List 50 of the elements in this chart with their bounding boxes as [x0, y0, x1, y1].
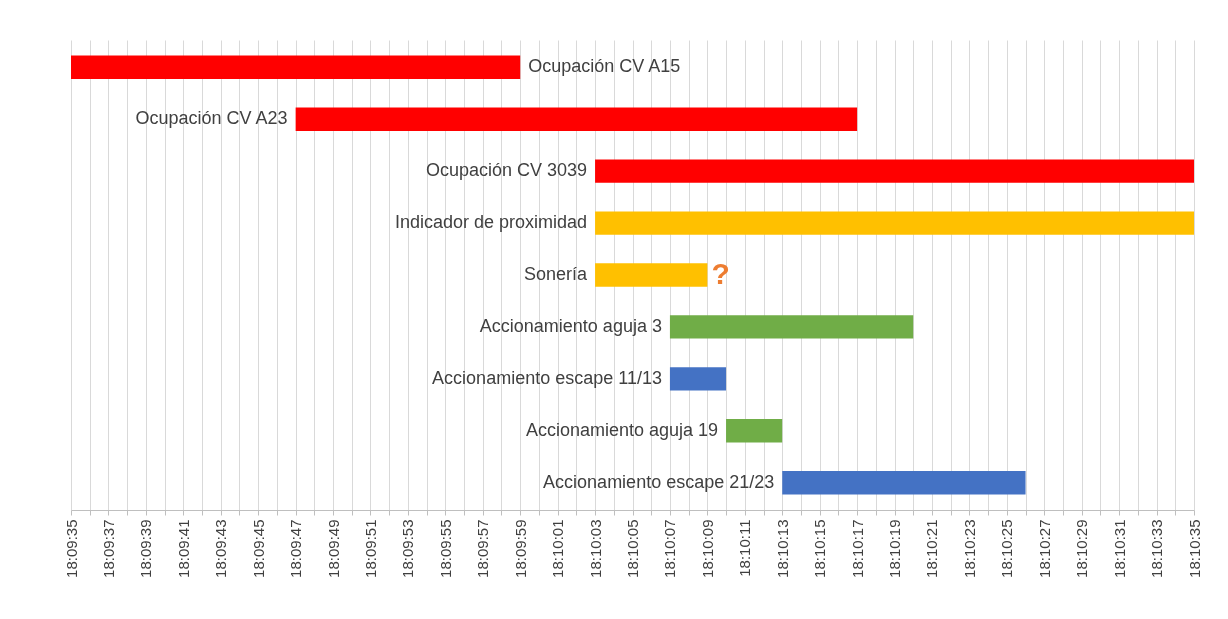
bar: [295, 107, 858, 131]
y-tick-label: Indicador de proximidad: [394, 212, 588, 233]
x-tick-label: 18:10:09: [698, 519, 716, 578]
x-tick-label: 18:09:59: [511, 519, 529, 578]
y-tick-label: Ocupación CV A15: [528, 56, 681, 77]
bar: [669, 315, 914, 339]
x-tick-label: 18:10:01: [549, 519, 567, 578]
x-tick-label: 18:10:29: [1073, 519, 1091, 578]
x-tick-label: 18:09:53: [399, 519, 417, 578]
x-tick-label: 18:09:57: [474, 519, 492, 578]
x-tick-label: 18:10:15: [811, 519, 829, 578]
x-tick-label: 18:10:17: [848, 519, 866, 578]
x-tick-label: 18:09:37: [99, 519, 117, 578]
x-tick-label: 18:10:05: [624, 519, 642, 578]
x-tick-label: 18:09:41: [174, 519, 192, 578]
annotation: ?: [711, 257, 730, 290]
y-tick-label: Ocupación CV 3039: [425, 160, 588, 181]
x-tick-label: 18:09:43: [212, 519, 230, 578]
y-tick-label: Accionamiento escape 21/23: [543, 471, 775, 492]
x-tick-label: 18:10:23: [960, 519, 978, 578]
x-tick-label: 18:09:47: [287, 519, 305, 578]
x-tick-label: 18:10:35: [1185, 519, 1203, 578]
bar: [782, 471, 1026, 495]
bar: [669, 367, 727, 391]
bar: [595, 159, 1194, 183]
x-tick-label: 18:09:45: [249, 519, 267, 578]
x-tick-label: 18:10:11: [736, 519, 754, 577]
x-tick-label: 18:10:07: [661, 519, 679, 578]
x-tick-label: 18:10:21: [923, 519, 941, 578]
x-tick-label: 18:10:33: [1148, 519, 1166, 578]
y-tick-label: Accionamiento escape 11/13: [432, 367, 662, 388]
x-tick-label: 18:10:27: [1035, 519, 1053, 578]
x-tick-label: 18:09:51: [362, 519, 379, 578]
x-tick-label: 18:09:55: [436, 519, 454, 578]
y-tick-label: Accionamiento aguja 19: [525, 419, 719, 440]
y-tick-label: Accionamiento aguja 3: [479, 315, 662, 336]
x-tick-label: 18:10:25: [998, 519, 1016, 578]
x-tick-label: 18:10:03: [586, 519, 604, 578]
x-tick-label: 18:10:31: [1110, 519, 1128, 578]
y-tick-label: Sonería: [524, 264, 589, 284]
x-tick-label: 18:10:13: [773, 519, 791, 578]
bar: [595, 263, 708, 287]
x-tick-label: 18:09:35: [62, 519, 80, 578]
x-tick-label: 18:10:19: [886, 519, 903, 578]
y-tick-label: Ocupación CV A23: [135, 108, 288, 129]
x-tick-label: 18:09:39: [137, 519, 155, 578]
bar: [726, 419, 783, 443]
bar: [595, 211, 1194, 235]
x-tick-label: 18:09:49: [324, 519, 342, 578]
bar: [71, 55, 521, 79]
